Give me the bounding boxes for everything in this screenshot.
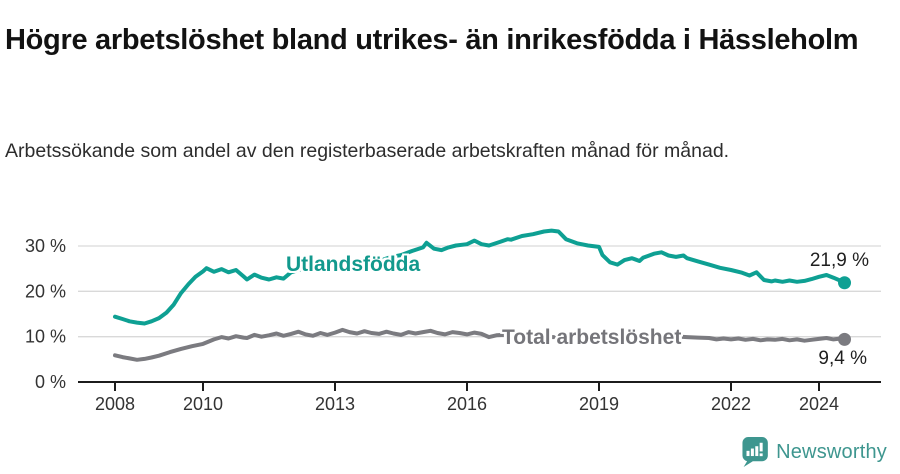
x-tick-label: 2022 [711, 394, 751, 414]
series-label-total-arbetsloshet: Total arbetslöshet [502, 326, 682, 349]
y-tick-label: 30 % [25, 236, 66, 256]
series-line-0 [113, 228, 847, 326]
series-end-dot-0 [838, 276, 852, 290]
chart-subtitle: Arbetssökande som andel av den registerb… [5, 139, 730, 162]
x-tick-label: 2010 [183, 394, 223, 414]
page-title: Högre arbetslöshet bland utrikes- än inr… [5, 24, 859, 57]
brand-name: Newsworthy [776, 440, 887, 463]
series-line-1 [113, 327, 847, 362]
x-tick-label: 2016 [447, 394, 487, 414]
y-tick-label: 20 % [25, 281, 66, 301]
x-tick-label: 2024 [799, 394, 839, 414]
series-label-utlandsfodda: Utlandsfödda [286, 253, 421, 276]
series-end-dot-1 [838, 332, 852, 346]
x-tick-label: 2008 [95, 394, 135, 414]
newsworthy-logo: Newsworthy [740, 437, 887, 467]
x-tick-label: 2013 [315, 394, 355, 414]
newsworthy-icon [742, 437, 768, 467]
x-tick-label: 2019 [579, 394, 619, 414]
y-tick-label: 10 % [25, 327, 66, 347]
y-tick-label: 0 % [35, 372, 66, 392]
end-value-label-utlandsfodda: 21,9 % [809, 250, 869, 271]
end-value-label-total: 9,4 % [818, 348, 867, 369]
